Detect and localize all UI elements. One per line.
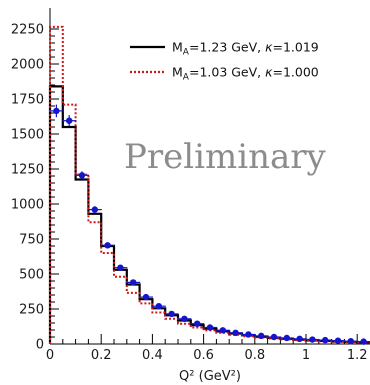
data-point: [360, 338, 367, 345]
y-tick-label: 2250: [11, 23, 44, 38]
x-tick-label: 0.8: [244, 348, 265, 363]
x-tick-label: 0.4: [142, 348, 163, 363]
y-tick-label: 250: [19, 303, 44, 318]
data-point: [322, 336, 329, 344]
series-solid-line: [48, 85, 370, 344]
legend: MA=1.23 GeV, κ=1.019 MA=1.03 GeV, κ=1.000: [130, 40, 319, 83]
y-tick-label: 500: [19, 268, 44, 283]
data-point: [347, 338, 354, 345]
data-point: [245, 331, 252, 338]
data-point: [53, 107, 60, 115]
data-points: [49, 104, 370, 345]
y-tick-label: 750: [19, 233, 44, 248]
data-point: [168, 310, 175, 318]
data-point: [270, 333, 278, 341]
preliminary-annotation: Preliminary: [124, 137, 327, 177]
data-point: [66, 117, 73, 124]
x-axis-title: Q² (GeV²): [179, 369, 241, 384]
y-tick-label: 1500: [11, 128, 44, 143]
x-tick-label: 1.2: [347, 348, 368, 363]
data-point: [181, 315, 188, 322]
data-point: [309, 336, 316, 343]
x-tick-label: 1: [302, 348, 310, 363]
x-tick-label: 0.2: [91, 348, 112, 363]
data-point: [258, 332, 265, 340]
x-tick-label: 0.6: [193, 348, 214, 363]
data-point: [219, 327, 226, 334]
data-point: [206, 324, 214, 331]
data-point: [232, 329, 239, 336]
data-point: [91, 206, 99, 213]
y-tick-label: 1000: [11, 198, 44, 213]
data-point: [117, 264, 124, 271]
series-dotted-line: [49, 25, 370, 344]
y-tick-label: 1250: [11, 163, 44, 178]
data-point: [283, 334, 290, 342]
data-point: [130, 279, 137, 286]
y-tick-label: 0: [36, 338, 44, 353]
data-point: [155, 303, 162, 310]
legend-label: MA=1.23 GeV, κ=1.019: [172, 40, 319, 58]
data-point: [78, 172, 86, 179]
data-point: [334, 337, 342, 344]
data-point: [194, 320, 201, 327]
y-tick-label: 1750: [11, 93, 44, 108]
y-tick-label: 2000: [11, 58, 44, 73]
data-point: [104, 242, 111, 249]
x-tick-label: 0: [46, 348, 54, 363]
data-point: [142, 293, 150, 301]
data-point: [296, 335, 303, 343]
x-axis: 0 0.2 0.4 0.6 0.8 1 1.2: [46, 334, 368, 363]
legend-label: MA=1.03 GeV, κ=1.000: [172, 65, 319, 83]
y-axis: 0 250 500 750 1000 1250 1500 1750 2000 2250: [11, 23, 59, 353]
